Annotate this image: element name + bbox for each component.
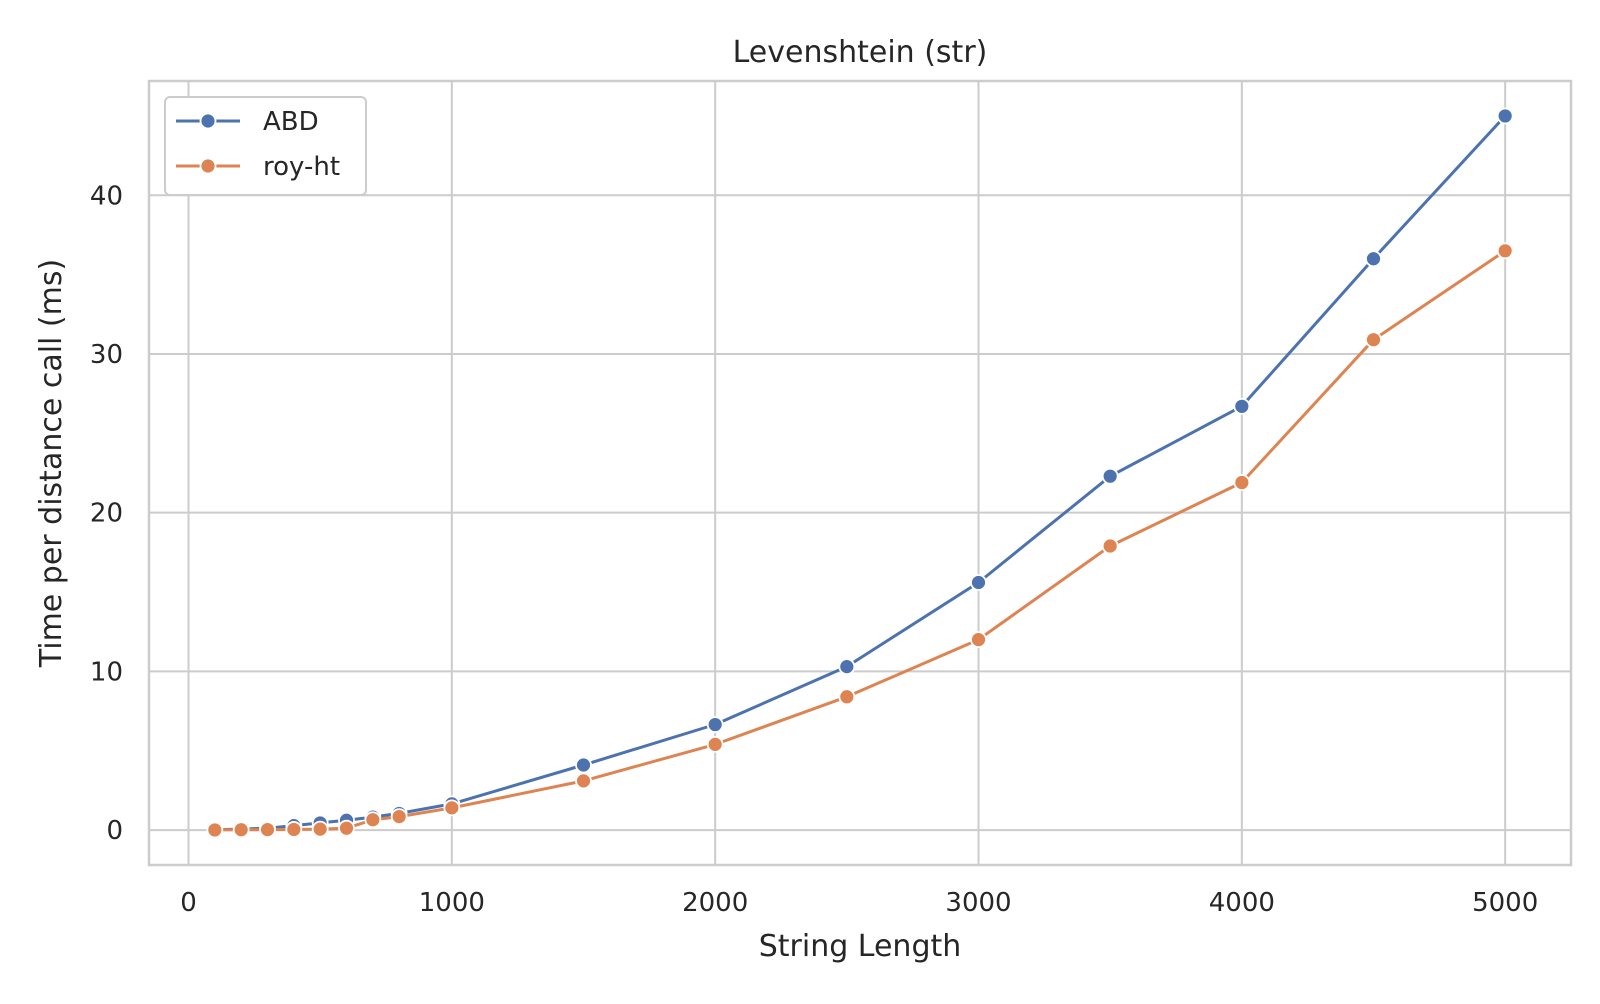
series-layer [206, 107, 1514, 839]
legend-label: ABD [263, 107, 319, 137]
data-point [575, 756, 592, 774]
x-tick-label: 5000 [1472, 888, 1538, 918]
y-axis-title: Time per distance call (ms) [34, 259, 69, 668]
x-tick-label: 0 [180, 888, 197, 918]
x-tick-label: 3000 [945, 888, 1011, 918]
data-point [970, 631, 987, 649]
data-point [1101, 467, 1119, 485]
data-point [706, 716, 724, 733]
data-point [970, 574, 987, 591]
data-point [1496, 107, 1514, 125]
y-tick-label: 10 [90, 657, 123, 687]
x-axis-title: String Length [759, 929, 962, 964]
legend-entry: roy-ht [176, 152, 340, 182]
data-point [838, 688, 856, 706]
data-point [1365, 331, 1382, 349]
data-point [1365, 250, 1382, 268]
tick-labels: 0 1000 2000 3000 4000 5000 0 10 20 30 40 [90, 181, 1538, 918]
data-point [575, 772, 592, 790]
legend-marker [199, 112, 217, 130]
x-tick-label: 2000 [682, 888, 748, 918]
legend-marker [199, 157, 217, 175]
data-point [338, 819, 355, 837]
gridlines [149, 81, 1571, 865]
data-point [232, 821, 250, 839]
data-point [259, 821, 276, 839]
y-tick-label: 0 [106, 816, 123, 846]
x-tick-label: 1000 [419, 888, 485, 918]
data-point [1496, 242, 1514, 260]
legend: ABD roy-ht [164, 96, 367, 196]
data-point [364, 811, 382, 829]
legend-label: roy-ht [263, 152, 340, 182]
data-point [1233, 397, 1251, 415]
data-point [390, 808, 408, 825]
y-tick-label: 30 [90, 340, 123, 370]
y-tick-label: 40 [90, 181, 123, 211]
data-point [443, 799, 461, 817]
data-point [1101, 537, 1119, 555]
data-point [311, 820, 329, 838]
legend-entry: ABD [176, 107, 319, 137]
y-tick-label: 20 [90, 499, 123, 529]
data-point [706, 735, 724, 753]
data-point [285, 821, 303, 838]
x-tick-label: 4000 [1209, 888, 1275, 918]
data-point [838, 658, 856, 676]
data-point [206, 821, 224, 839]
legend-items: ABD roy-ht [176, 107, 340, 182]
plot-frame [147, 79, 1573, 867]
series-roy-ht [206, 242, 1514, 839]
chart-title: Levenshtein (str) [733, 35, 988, 70]
data-point [1233, 474, 1251, 491]
